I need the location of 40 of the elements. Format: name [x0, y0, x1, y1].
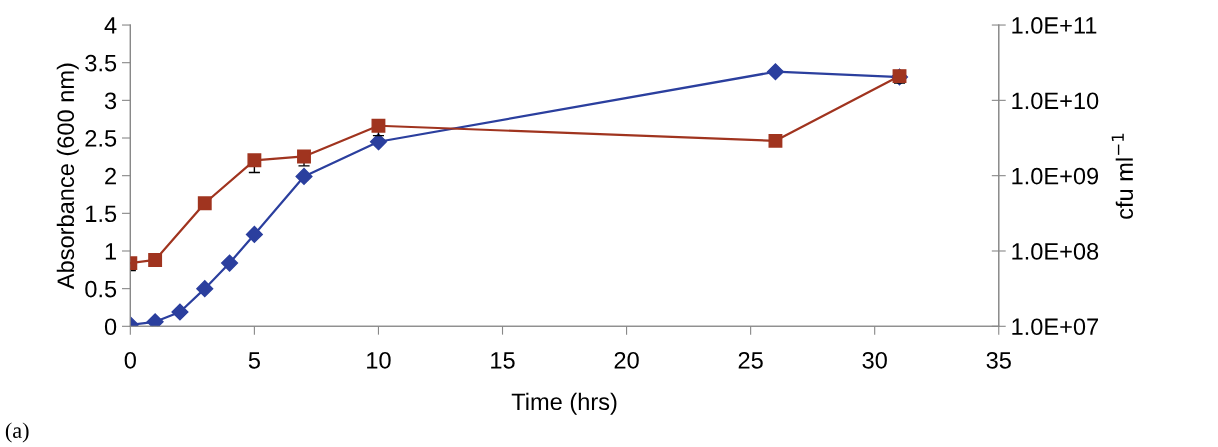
point	[295, 167, 313, 185]
point	[197, 196, 212, 211]
x-tick-label: 15	[491, 352, 515, 369]
point	[148, 253, 163, 267]
point	[245, 225, 263, 243]
y-tick-label: 2	[105, 167, 116, 185]
point	[196, 280, 214, 298]
x-tick-label: 0	[124, 351, 136, 369]
point	[369, 133, 388, 151]
point	[146, 313, 164, 327]
point	[171, 303, 189, 321]
y-tick-label: 1.5	[86, 205, 117, 223]
x-tick-label: 10	[367, 351, 391, 369]
y-tick-label: 3	[104, 92, 117, 110]
y-tick-label: 0	[104, 318, 117, 336]
x-tick-label: 35	[986, 351, 1011, 369]
x-tick-label: 30	[862, 351, 887, 369]
y-tick-label: 2.5	[85, 130, 117, 147]
y-tick-label: 4	[104, 17, 117, 34]
y-axis-title: Absorbance (600 nm)	[56, 63, 79, 290]
point	[768, 133, 783, 148]
y-tick-label: 3.5	[85, 54, 117, 72]
y2-axis-title: cfu ml$^{−1}$	[1111, 133, 1134, 219]
point	[221, 254, 239, 272]
y2-tick-label: 1.0E+07	[1012, 318, 1098, 336]
y-tick-label: 0.5	[85, 280, 117, 298]
point	[766, 63, 785, 81]
x-tick-label: 5	[248, 352, 260, 369]
y2-tick-label: 1.0E+09	[1012, 167, 1099, 185]
x-tick-label: 20	[614, 351, 639, 369]
y2-tick-label: 1.0E+11	[1012, 17, 1097, 34]
y2-tick-label: 1.0E+10	[1012, 92, 1099, 110]
x-axis-title: Time (hrs)	[511, 392, 617, 415]
point	[247, 153, 262, 168]
y-tick-label: 1	[105, 243, 116, 260]
text: (a)	[5, 422, 29, 443]
point	[297, 149, 311, 164]
y2-tick-label: 1.0E+08	[1012, 243, 1099, 260]
x-tick-label: 25	[738, 351, 763, 369]
point	[371, 118, 386, 133]
